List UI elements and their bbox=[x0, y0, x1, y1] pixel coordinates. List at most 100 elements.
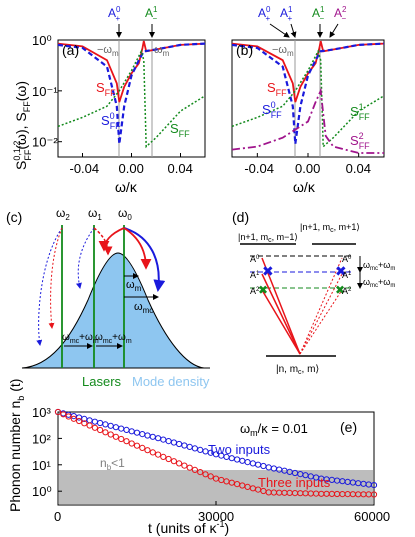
d-label-1: A1 bbox=[250, 270, 260, 280]
marker-b-a2-arrow bbox=[329, 23, 339, 38]
state-top-right: |n+1, mc, m+1⟩ bbox=[300, 222, 360, 234]
point-two bbox=[249, 460, 256, 467]
point-three bbox=[65, 413, 72, 420]
point-three bbox=[102, 429, 109, 436]
trans-right-2 bbox=[299, 289, 343, 355]
label-sff1-a: SFF bbox=[170, 121, 190, 139]
omega-2: ω2 bbox=[56, 206, 70, 222]
cross-green-right: ✖ bbox=[335, 283, 345, 297]
panel-b-xlabel: ω/κ bbox=[293, 179, 316, 195]
marker-b-a0-plus: A0 + bbox=[258, 5, 271, 23]
point-three bbox=[370, 491, 378, 498]
point-two bbox=[133, 429, 141, 436]
cross-green-left: ✖ bbox=[258, 283, 268, 297]
point-two bbox=[255, 461, 262, 468]
point-two bbox=[239, 457, 246, 464]
d-bracket-label-1: ωmc+ωm bbox=[363, 260, 395, 272]
point-two bbox=[118, 425, 125, 432]
panel-a-ylabel: S0,1,2FF(ω), SFF(ω) bbox=[12, 81, 33, 170]
wm-left-label-b: −ωm bbox=[272, 44, 294, 58]
arc-0-red2 bbox=[123, 227, 152, 270]
point-two bbox=[370, 482, 378, 489]
point-three bbox=[144, 447, 151, 454]
nb-region-label: nb<1 bbox=[100, 456, 125, 472]
point-two bbox=[102, 421, 109, 428]
x-tick-label: 0.04 bbox=[346, 161, 371, 176]
point-two bbox=[144, 432, 151, 439]
arc-1-blue bbox=[75, 227, 95, 289]
point-two bbox=[191, 445, 198, 452]
point-two bbox=[123, 426, 130, 433]
point-two bbox=[149, 433, 156, 440]
y-tick-label: 10³ bbox=[32, 405, 51, 420]
y-tick-label: 10¹ bbox=[32, 458, 51, 473]
trans-right-1 bbox=[299, 273, 343, 355]
panel-c-tag: (c) bbox=[6, 209, 22, 225]
point-three bbox=[170, 458, 177, 465]
panel-a-tag: (a) bbox=[62, 42, 79, 58]
marker-a0-plus: A0 + bbox=[108, 5, 121, 23]
panel-b-tag: (b) bbox=[236, 42, 253, 58]
point-two bbox=[265, 464, 272, 471]
point-three bbox=[107, 431, 114, 438]
x-tick-label: 0.00 bbox=[119, 161, 144, 176]
point-two bbox=[260, 462, 267, 470]
point-two bbox=[128, 428, 135, 435]
label-sff-b: SFF bbox=[267, 80, 287, 98]
mode-density-curve bbox=[21, 252, 205, 369]
point-two bbox=[160, 436, 167, 443]
d-rlabel-2: A2 bbox=[342, 286, 352, 296]
trans-right-0 bbox=[299, 257, 343, 355]
panel-a-frame bbox=[57, 39, 206, 158]
point-three bbox=[176, 460, 183, 467]
y-tick-label: 10² bbox=[32, 431, 51, 446]
y-tick-label: 10⁻² bbox=[32, 135, 58, 150]
trans-left-2 bbox=[261, 289, 301, 355]
point-three bbox=[202, 471, 209, 478]
label-sff0-b: S0 FF bbox=[262, 100, 282, 120]
point-three bbox=[91, 424, 99, 431]
marker-b-a1-minus: A1− bbox=[312, 5, 325, 23]
point-three bbox=[54, 408, 62, 416]
point-three bbox=[197, 469, 204, 476]
marker-b-a0-arrow bbox=[269, 23, 290, 38]
sum-label-1: ωmc+ωm bbox=[62, 332, 99, 345]
d-label-0: A0 bbox=[250, 254, 260, 264]
point-two bbox=[155, 435, 162, 442]
wmc-label-c: ωmc bbox=[134, 301, 153, 315]
arc-0-red bbox=[98, 227, 125, 252]
wm-left-label: −ωm bbox=[97, 44, 119, 58]
point-two bbox=[107, 422, 114, 429]
point-three bbox=[186, 464, 193, 471]
panel-d: (d) |n+1, mc, m−1⟩ |n+1, mc, m+1⟩ ✖ ✖ ✖ … bbox=[232, 209, 395, 376]
y-tick-label: 10⁰ bbox=[32, 33, 52, 48]
series-line-2 bbox=[231, 49, 385, 149]
trans-left-0 bbox=[261, 257, 301, 355]
point-two bbox=[139, 431, 146, 438]
point-three bbox=[112, 433, 120, 440]
point-three bbox=[191, 466, 198, 473]
point-two bbox=[186, 443, 193, 450]
point-two bbox=[86, 417, 93, 424]
d-label-2: A2 bbox=[250, 286, 260, 296]
panel-e-ylabel: Phonon number nb (t) bbox=[7, 379, 26, 512]
point-two bbox=[176, 440, 183, 448]
state-top-left: |n+1, mc, m−1⟩ bbox=[238, 232, 298, 244]
point-two bbox=[234, 456, 241, 463]
lasers-label: Lasers bbox=[82, 374, 122, 389]
series-line-3 bbox=[231, 87, 384, 154]
series-line-0 bbox=[57, 40, 206, 103]
sum-label-2: ωmc+ωm bbox=[95, 332, 132, 345]
omega-0: ω0 bbox=[118, 206, 132, 222]
arc-2-red bbox=[48, 227, 63, 329]
point-two bbox=[165, 438, 172, 445]
point-three bbox=[123, 438, 130, 445]
y-tick-label: 10⁰ bbox=[32, 484, 52, 499]
series-line-1 bbox=[57, 42, 206, 145]
point-three bbox=[181, 462, 188, 469]
marker-b-a1-plus: A1 + bbox=[280, 5, 293, 23]
d-rlabel-1: A1 bbox=[342, 270, 352, 280]
marker-a1-minus: A1− bbox=[145, 5, 158, 23]
